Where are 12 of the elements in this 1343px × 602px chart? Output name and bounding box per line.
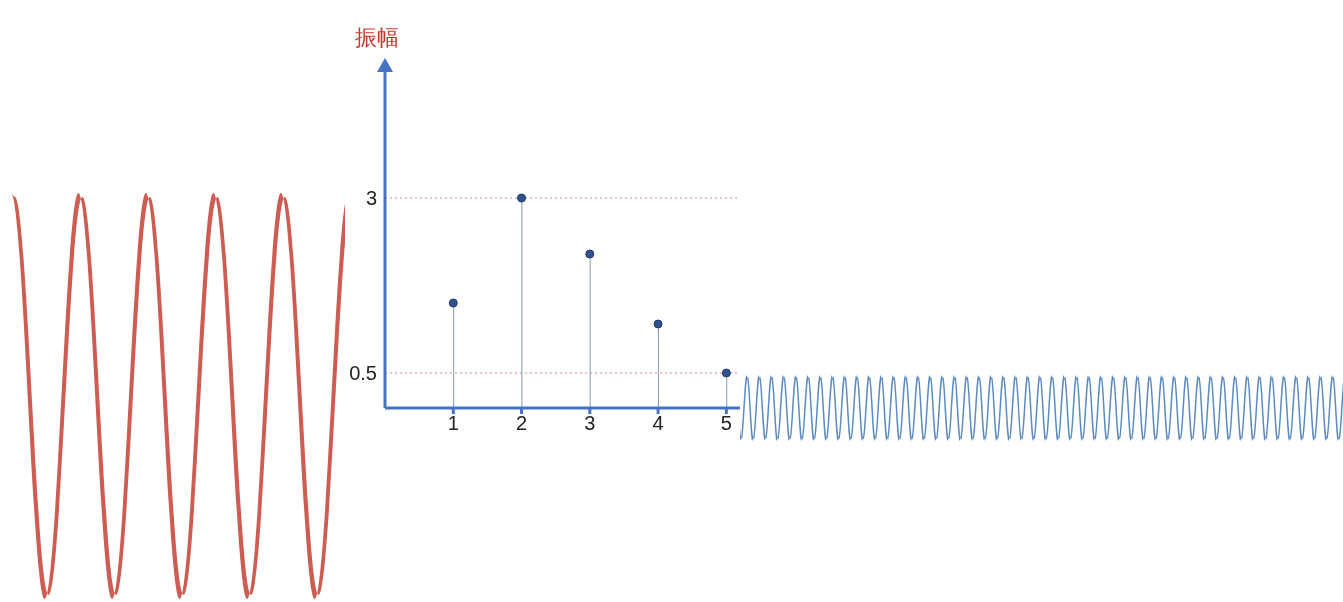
x-tick-label: 4	[652, 412, 664, 435]
x-tick-label: 1	[447, 412, 459, 435]
point	[517, 193, 527, 203]
y-axis-title: 振幅	[355, 25, 399, 50]
x-tick-label: 2	[515, 412, 528, 435]
y-tick-label: 0.5	[349, 362, 377, 385]
x-tick-label: 5	[720, 412, 732, 435]
point	[721, 368, 731, 378]
x-tick-label: 3	[584, 412, 596, 435]
point	[585, 249, 595, 259]
point	[653, 319, 663, 329]
point	[448, 298, 458, 308]
